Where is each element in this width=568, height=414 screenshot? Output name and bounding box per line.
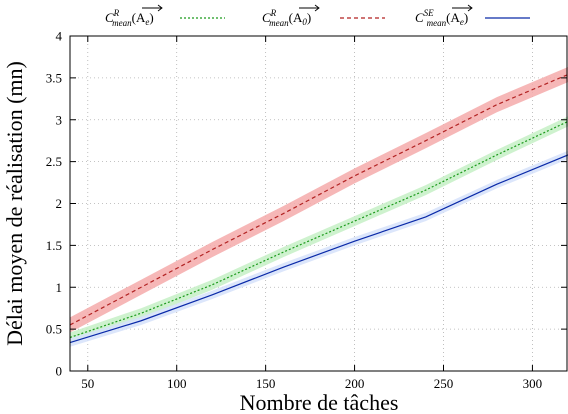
x-axis-label: Nombre de tâches [240, 390, 399, 414]
x-tick-label: 150 [256, 376, 276, 391]
band-green [70, 116, 568, 343]
x-tick-label: 50 [81, 376, 94, 391]
x-tick-label: 200 [345, 376, 365, 391]
x-tick-label: 100 [167, 376, 187, 391]
y-tick-label: 2 [56, 196, 63, 211]
y-tick-label: 1.5 [46, 238, 62, 253]
legend-vector-arrowhead [314, 4, 320, 12]
series-lines [69, 73, 568, 344]
x-tick-label: 300 [523, 376, 543, 391]
legend-label: CR mean(Ae) [105, 8, 154, 28]
y-tick-label: 3.5 [46, 70, 62, 85]
legend-item-green: CR mean(Ae) [105, 4, 225, 28]
axis-ticks: 0 0.5 1 1.5 2 2.5 3 3.5 4 50 100 150 200 250 300 [46, 29, 567, 391]
y-tick-label: 4 [56, 29, 63, 44]
legend-label: CSE mean(Ae) [415, 8, 468, 28]
legend-label: CR mean(A0) [262, 8, 311, 28]
legend-vector-arrowhead [157, 4, 163, 12]
y-tick-label: 3 [56, 112, 63, 127]
y-tick-label: 1 [56, 280, 63, 295]
confidence-bands [70, 66, 568, 347]
series-line-green [69, 120, 568, 339]
legend: CR mean(Ae) CR mean(A0) CSE mean(Ae) [105, 4, 530, 28]
series-line-blue [69, 154, 568, 344]
legend-vector-arrowhead [467, 4, 473, 12]
y-tick-label: 0.5 [46, 322, 62, 337]
band-blue [70, 150, 568, 347]
y-axis-label: Délai moyen de réalisation (mn) [2, 61, 27, 346]
legend-item-red: CR mean(A0) [262, 4, 385, 28]
legend-item-blue: CSE mean(Ae) [415, 4, 530, 28]
x-tick-label: 250 [434, 376, 454, 391]
y-tick-label: 0 [56, 364, 63, 379]
series-line-red [69, 73, 568, 326]
y-tick-label: 2.5 [46, 154, 62, 169]
grid [70, 36, 568, 371]
band-red [70, 66, 568, 333]
